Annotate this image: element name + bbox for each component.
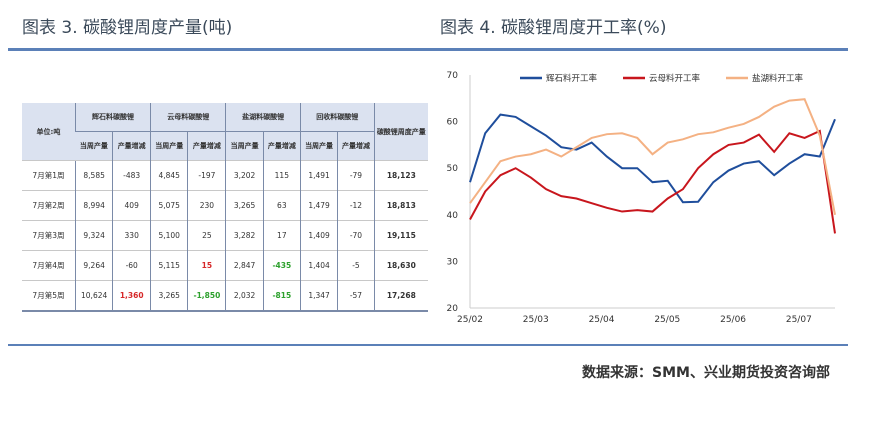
cell-value: 8,585 (74, 160, 113, 191)
left-title: 图表 3. 碳酸锂周度产量(吨) (22, 18, 233, 38)
table-row: 7月第1周 8,585 -483 4,845 -197 3,202 115 1,491 -79 1… (22, 160, 428, 191)
cell-value: 3,265 (150, 280, 188, 312)
legend-label: 云母料开工率 (649, 73, 701, 84)
total-value: 18,123 (373, 160, 428, 191)
week-label: 7月第1周 (22, 160, 76, 191)
group-header: 云母料碳酸锂 (150, 103, 226, 132)
source-note: 数据来源：SMM、兴业期货投资咨询部 (582, 365, 830, 381)
week-label: 7月第5周 (22, 280, 76, 312)
sub-header: 产量增减 (337, 131, 375, 161)
y-tick-label: 70 (447, 71, 459, 81)
x-tick-label: 25/04 (589, 315, 615, 325)
cell-value: 25 (187, 220, 226, 251)
sub-header: 当周产量 (75, 131, 113, 161)
group-header: 盐湖料碳酸锂 (225, 103, 301, 132)
total-value: 17,268 (373, 280, 428, 312)
cell-value: 63 (262, 190, 301, 221)
utilization-chart: 20 30 40 50 60 70 25/02 25/03 25/04 25/05 25/06 25/… (447, 71, 836, 325)
cell-value: 10,624 (74, 280, 113, 312)
sub-header: 产量增减 (112, 131, 151, 161)
group-header: 辉石料碳酸锂 (74, 103, 151, 132)
table-row: 7月第5周 10,624 1,360 3,265 -1,850 2,032 -815 1,34… (22, 280, 428, 312)
x-tick-label: 25/07 (786, 315, 812, 325)
cell-value: 230 (187, 190, 226, 221)
y-tick-label: 40 (447, 211, 459, 221)
week-label: 7月第2周 (22, 190, 76, 221)
table-row: 7月第2周 8,994 409 5,075 230 3,265 63 1,479 -12 18,8… (22, 190, 428, 221)
y-tick-label: 50 (447, 164, 459, 174)
week-label: 7月第3周 (22, 220, 76, 251)
right-title: 图表 4. 碳酸锂周度开工率(%) (440, 18, 667, 38)
cell-value: 3,202 (225, 160, 264, 191)
total-value: 18,813 (373, 190, 428, 221)
x-tick-label: 25/05 (654, 315, 680, 325)
cell-value: 3,265 (225, 190, 264, 221)
y-tick-label: 30 (447, 257, 459, 267)
sub-header: 产量增减 (262, 131, 301, 161)
sub-header: 当周产量 (150, 131, 188, 161)
total-header: 碳酸锂周度产量 (373, 103, 428, 161)
cell-value: 5,115 (150, 250, 188, 281)
series-line-0 (469, 113, 836, 204)
series-line-2 (469, 98, 836, 215)
y-tick-label: 60 (447, 118, 459, 128)
cell-value: 115 (262, 160, 301, 191)
cell-value: 1,360 (112, 280, 151, 312)
cell-value: 1,479 (299, 190, 338, 221)
cell-value: 1,347 (299, 280, 338, 312)
cell-value: 1,404 (299, 250, 338, 281)
cell-value: 8,994 (74, 190, 113, 221)
cell-value: -483 (112, 160, 151, 191)
legend-label: 辉石料开工率 (546, 73, 598, 84)
cell-value: 9,264 (74, 250, 113, 281)
cell-value: -12 (337, 190, 375, 221)
cell-value: 9,324 (74, 220, 113, 251)
cell-value: -5 (337, 250, 375, 281)
cell-value: -435 (262, 250, 301, 281)
cell-value: 1,491 (299, 160, 338, 191)
total-value: 19,115 (373, 220, 428, 251)
cell-value: -57 (337, 280, 375, 312)
week-label: 7月第4周 (22, 250, 76, 281)
cell-value: 330 (112, 220, 151, 251)
total-value: 18,630 (373, 250, 428, 281)
cell-value: 2,847 (225, 250, 264, 281)
cell-value: 15 (187, 250, 226, 281)
table-row: 7月第3周 9,324 330 5,100 25 3,282 17 1,409 -70 19,11… (22, 220, 428, 251)
y-tick-label: 20 (447, 304, 459, 314)
cell-value: 4,845 (150, 160, 188, 191)
sub-header: 当周产量 (225, 131, 264, 161)
sub-header: 产量增减 (187, 131, 226, 161)
x-tick-label: 25/03 (523, 315, 549, 325)
x-tick-label: 25/06 (720, 315, 746, 325)
legend-label: 盐湖料开工率 (752, 73, 804, 84)
unit-header: 单位:吨 (22, 103, 76, 161)
cell-value: -70 (337, 220, 375, 251)
table-row: 7月第4周 9,264 -60 5,115 15 2,847 -435 1,404 -5 18,6… (22, 250, 428, 281)
cell-value: -1,850 (187, 280, 226, 312)
production-table: 单位:吨 辉石料碳酸锂 云母料碳酸锂 盐湖料碳酸锂 回收料碳酸锂 碳酸锂周度产量… (22, 103, 428, 312)
cell-value: -60 (112, 250, 151, 281)
series-line-1 (469, 129, 836, 234)
cell-value: -79 (337, 160, 375, 191)
cell-value: 5,100 (150, 220, 188, 251)
cell-value: 409 (112, 190, 151, 221)
cell-value: 3,282 (225, 220, 264, 251)
sub-header: 当周产量 (299, 131, 338, 161)
cell-value: 1,409 (299, 220, 338, 251)
cell-value: 2,032 (225, 280, 264, 312)
group-header: 回收料碳酸锂 (299, 103, 375, 132)
cell-value: 5,075 (150, 190, 188, 221)
cell-value: 17 (262, 220, 301, 251)
bottom-divider (8, 344, 848, 346)
cell-value: -815 (262, 280, 301, 312)
top-divider (8, 48, 848, 51)
cell-value: -197 (187, 160, 226, 191)
x-tick-label: 25/02 (457, 315, 483, 325)
